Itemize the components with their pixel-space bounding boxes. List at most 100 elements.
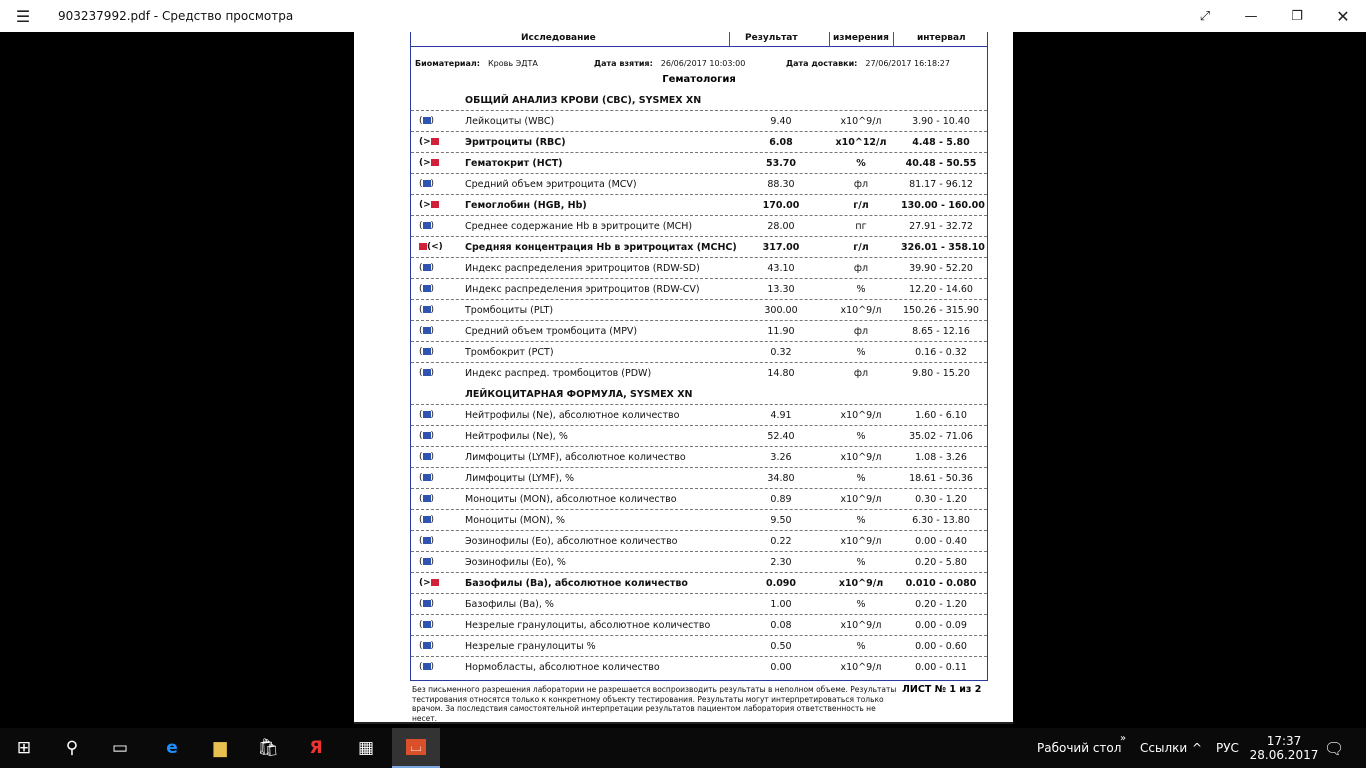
test-name: Средний объем тромбоцита (MPV): [465, 326, 638, 337]
windows-start-icon[interactable]: ⊞: [16, 738, 32, 758]
flag-icon: (): [419, 599, 435, 609]
flag-icon: (<): [419, 242, 455, 252]
table-row: () Индекс распределения эритроцитов (RDW-…: [411, 278, 987, 299]
pdf-page: Исследование Результат измерения интерва…: [354, 32, 1013, 724]
test-result: 88.30: [767, 179, 795, 190]
test-result: 1.00: [770, 599, 792, 610]
test-unit: пг: [855, 221, 867, 232]
test-name: Базофилы (Ba), %: [465, 599, 554, 610]
test-name: Нейтрофилы (Ne), %: [465, 431, 568, 442]
flag-icon: (): [419, 305, 435, 315]
flag-icon: (): [419, 116, 435, 126]
test-name: Средний объем эритроцита (MCV): [465, 179, 637, 190]
test-unit: фл: [853, 326, 869, 337]
test-unit: %: [856, 158, 866, 169]
test-unit: %: [856, 515, 866, 526]
close-button[interactable]: ✕: [1336, 6, 1350, 26]
maximize-button[interactable]: ❐: [1291, 8, 1303, 24]
reference-range: 3.90 - 10.40: [912, 116, 970, 127]
reference-range: 0.20 - 5.80: [915, 557, 967, 568]
table-row: () Нейтрофилы (Ne), % 52.40% 35.02 - 71.06: [411, 425, 987, 446]
reference-range: 0.00 - 0.09: [915, 620, 967, 631]
test-unit: x10^9/л: [840, 116, 882, 127]
table-row: (> Гематокрит (HCT) 53.70% 40.48 - 50.55: [411, 152, 987, 173]
reference-range: 0.00 - 0.40: [915, 536, 967, 547]
test-name: Индекс распред. тромбоцитов (PDW): [465, 368, 652, 379]
flag-icon: (): [419, 368, 435, 378]
table-row: () Моноциты (MON), % 9.50% 6.30 - 13.80: [411, 509, 987, 530]
table-row: () Средний объем тромбоцита (MPV) 11.90 фл 8…: [411, 320, 987, 341]
desktop-toolbar[interactable]: Рабочий стол: [1037, 741, 1122, 755]
hamburger-menu-icon[interactable]: ☰: [15, 6, 31, 26]
flag-icon: (): [419, 263, 435, 273]
test-unit: x10^9/л: [840, 536, 882, 547]
minimize-button[interactable]: —: [1244, 8, 1258, 24]
fullscreen-icon[interactable]: ⤢: [1199, 8, 1211, 24]
test-unit: x10^9/л: [840, 452, 882, 463]
test-name: Незрелые гранулоциты %: [465, 641, 596, 652]
flag-icon: (): [419, 641, 435, 651]
notifications-icon[interactable]: 🗨: [1324, 738, 1345, 758]
edge-browser-icon[interactable]: e: [166, 738, 178, 758]
flag-icon: (): [419, 410, 435, 420]
toolbar-expand-icon[interactable]: »: [1120, 732, 1127, 744]
flag-icon: (): [419, 557, 435, 567]
test-name: Эозинофилы (Eo), абсолютное количество: [465, 536, 678, 547]
reference-range: 81.17 - 96.12: [909, 179, 973, 190]
test-result: 52.40: [767, 431, 795, 442]
disclaimer: Без письменного разрешения лаборатории н…: [412, 685, 897, 723]
yandex-browser-icon[interactable]: Я: [309, 738, 323, 758]
test-unit: %: [856, 473, 866, 484]
test-name: Лейкоциты (WBC): [465, 116, 555, 127]
language-indicator[interactable]: РУС: [1216, 741, 1239, 755]
reference-range: 0.010 - 0.080: [905, 578, 977, 589]
test-result: 53.70: [765, 158, 797, 169]
store-icon[interactable]: 🛍: [257, 738, 279, 758]
test-name: Средняя концентрация Hb в эритроцитах (M…: [465, 242, 737, 253]
flag-icon: (): [419, 221, 435, 231]
biomaterial: Биоматериал: Кровь ЭДТА: [415, 59, 538, 68]
table-row: (<) Средняя концентрация Hb в эритроцитах…: [411, 236, 987, 257]
header-unit: измерения: [833, 33, 889, 43]
flag-icon: (): [419, 473, 435, 483]
table-row: () Среднее содержание Hb в эритроците (MC…: [411, 215, 987, 236]
test-unit: %: [856, 431, 866, 442]
table-row: (> Гемоглобин (HGB, Hb) 170.00 г/л 130.00 - …: [411, 194, 987, 215]
test-unit: x10^12/л: [835, 137, 887, 148]
reference-range: 4.48 - 5.80: [912, 137, 970, 148]
test-unit: г/л: [853, 242, 869, 253]
table-row: () Незрелые гранулоциты % 0.50% 0.00 - 0.60: [411, 635, 987, 656]
show-hidden-icons-icon[interactable]: ^: [1192, 741, 1203, 755]
test-name: Нейтрофилы (Ne), абсолютное количество: [465, 410, 680, 421]
test-unit: %: [856, 347, 866, 358]
flag-icon: (): [419, 179, 435, 189]
clock[interactable]: 17:37 28.06.2017: [1250, 728, 1319, 768]
links-toolbar[interactable]: Ссылки: [1140, 741, 1188, 755]
reference-range: 1.08 - 3.26: [915, 452, 967, 463]
table-row: () Незрелые гранулоциты, абсолютное колич…: [411, 614, 987, 635]
test-name: Базофилы (Ba), абсолютное количество: [465, 578, 688, 589]
date-taken: Дата взятия: 26/06/2017 10:03:00: [594, 59, 746, 68]
test-unit: фл: [853, 263, 869, 274]
test-unit: x10^9/л: [840, 620, 882, 631]
reference-range: 6.30 - 13.80: [912, 515, 970, 526]
test-name: Среднее содержание Hb в эритроците (MCH): [465, 221, 693, 232]
test-result: 0.50: [770, 641, 792, 652]
reference-range: 18.61 - 50.36: [909, 473, 973, 484]
reference-range: 9.80 - 15.20: [912, 368, 970, 379]
reference-range: 0.20 - 1.20: [915, 599, 967, 610]
pdf-reader-icon[interactable]: ⌴: [392, 728, 440, 768]
search-icon[interactable]: ⚲: [65, 738, 79, 758]
table-row: () Индекс распределения эритроцитов (RDW-…: [411, 257, 987, 278]
flag-icon: (>: [419, 578, 455, 588]
calculator-icon[interactable]: ▦: [357, 738, 375, 758]
header-result: Результат: [745, 33, 798, 43]
file-explorer-icon[interactable]: ▆: [213, 738, 227, 758]
test-unit: %: [856, 284, 866, 295]
reference-range: 12.20 - 14.60: [909, 284, 973, 295]
task-view-icon[interactable]: ▭: [111, 738, 129, 758]
reference-range: 40.48 - 50.55: [905, 158, 977, 169]
table-row: (> Эритроциты (RBC) 6.08 x10^12/л 4.48 - 5.8…: [411, 131, 987, 152]
date: 28.06.2017: [1249, 748, 1319, 762]
reference-range: 0.30 - 1.20: [915, 494, 967, 505]
